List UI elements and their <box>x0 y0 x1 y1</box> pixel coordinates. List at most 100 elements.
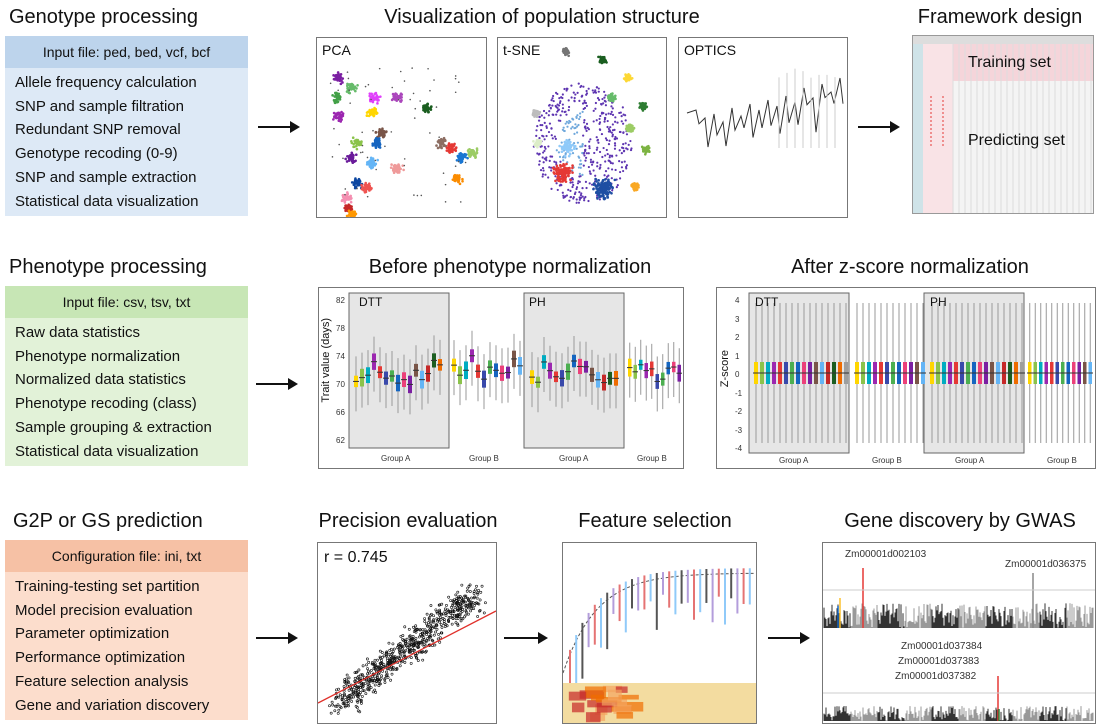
tsne-cluster-point <box>554 179 557 183</box>
pca-cluster-point <box>349 200 353 204</box>
scatter-point <box>427 616 431 620</box>
scatter-point <box>456 614 460 618</box>
scatter-point <box>428 619 432 623</box>
tsne-point <box>541 156 544 159</box>
tsne-cluster-point <box>570 149 574 152</box>
scatter-point <box>384 651 388 655</box>
tsne-point <box>622 131 625 134</box>
tsne-point <box>563 129 566 133</box>
scatter-point <box>398 650 402 654</box>
pca-cluster-point <box>378 142 382 146</box>
pca-cluster-point <box>378 134 381 137</box>
tsne-cluster-point <box>602 187 605 190</box>
scatter-point <box>413 629 417 632</box>
tsne-point <box>622 143 625 146</box>
scatter-point <box>447 619 451 623</box>
tsne-point <box>547 145 550 148</box>
scatter-point <box>432 618 436 622</box>
scatter-point <box>438 640 442 644</box>
scatter-point <box>463 596 467 599</box>
tsne-point <box>569 120 572 123</box>
scatter-point <box>466 586 470 590</box>
scatter-point <box>475 601 478 605</box>
scatter-point <box>373 688 377 692</box>
scatter-point <box>438 615 442 619</box>
tsne-cluster-point <box>560 175 564 178</box>
phenotype-step: Normalized data statistics <box>15 371 186 389</box>
tsne-point <box>559 100 562 103</box>
scatter-point <box>402 644 406 648</box>
scatter-point <box>434 623 438 627</box>
tsne-point <box>600 132 604 136</box>
tsne-point <box>572 118 575 121</box>
scatter-point <box>457 596 461 600</box>
tsne-point <box>547 114 550 117</box>
tsne-point <box>578 191 581 194</box>
tsne-point <box>550 187 553 190</box>
pca-point <box>359 151 362 154</box>
scatter-point <box>468 590 472 593</box>
tsne-point <box>558 155 562 158</box>
tsne-cluster-point <box>628 77 631 81</box>
scatter-point <box>399 654 403 658</box>
scatter-point <box>371 662 375 666</box>
scatter-point <box>439 617 443 621</box>
tsne-cluster-point <box>633 189 636 192</box>
tsne-point <box>543 116 546 119</box>
heatmap-cell <box>596 702 612 713</box>
pca-point <box>419 100 421 102</box>
tsne-point <box>573 132 576 136</box>
tsne-point <box>581 195 584 198</box>
tsne-point <box>583 119 586 122</box>
pca-point <box>412 92 415 95</box>
genotype-step: SNP and sample extraction <box>15 168 197 186</box>
tsne-point <box>610 168 614 171</box>
tsne-point <box>607 174 610 177</box>
tsne-point <box>582 134 585 137</box>
scatter-point <box>393 647 396 651</box>
tsne-point <box>587 165 590 169</box>
tsne-point <box>543 157 546 160</box>
heatmap-cell <box>584 686 607 698</box>
tsne-cluster-point <box>563 154 567 158</box>
tsne-cluster-point <box>538 111 541 114</box>
tsne-cluster-point <box>600 191 604 194</box>
scatter-point <box>360 673 364 676</box>
scatter-point <box>389 647 393 651</box>
tsne-cluster-point <box>567 54 570 58</box>
scatter-point <box>360 685 364 689</box>
scatter-point <box>397 643 400 647</box>
scatter-point <box>374 690 378 694</box>
feature-label-bar <box>649 574 652 602</box>
tsne-point <box>563 87 566 91</box>
tsne-point <box>573 96 576 100</box>
pca-cluster-point <box>375 94 379 97</box>
tsne-point <box>538 160 541 163</box>
after-ylabel: Z-score <box>719 350 731 388</box>
scatter-point <box>357 668 361 672</box>
tsne-point <box>603 120 606 123</box>
feature-label-bar <box>686 569 689 603</box>
scatter-point <box>458 607 462 610</box>
tsne-cluster-point <box>642 102 646 106</box>
tsne-point <box>605 138 609 142</box>
pca-cluster-point <box>395 98 399 101</box>
scatter-point <box>449 615 452 619</box>
scatter-point <box>335 695 339 699</box>
scatter-point <box>392 655 395 659</box>
pca-cluster-point <box>464 153 468 156</box>
tsne-cluster-point <box>560 147 564 151</box>
pca-cluster-point <box>355 87 358 90</box>
tsne-point <box>584 180 588 183</box>
tsne-point <box>611 135 614 138</box>
tsne-point <box>618 159 621 163</box>
scatter-point <box>472 596 476 600</box>
tsne-point <box>544 147 547 150</box>
tsne-point <box>596 97 600 100</box>
pca-cluster-point <box>337 78 340 82</box>
scatter-point <box>336 712 340 715</box>
pca-cluster-point <box>422 104 426 108</box>
pca-point <box>342 157 344 160</box>
tsne-point <box>610 177 613 180</box>
pca-cluster-point <box>452 144 455 147</box>
